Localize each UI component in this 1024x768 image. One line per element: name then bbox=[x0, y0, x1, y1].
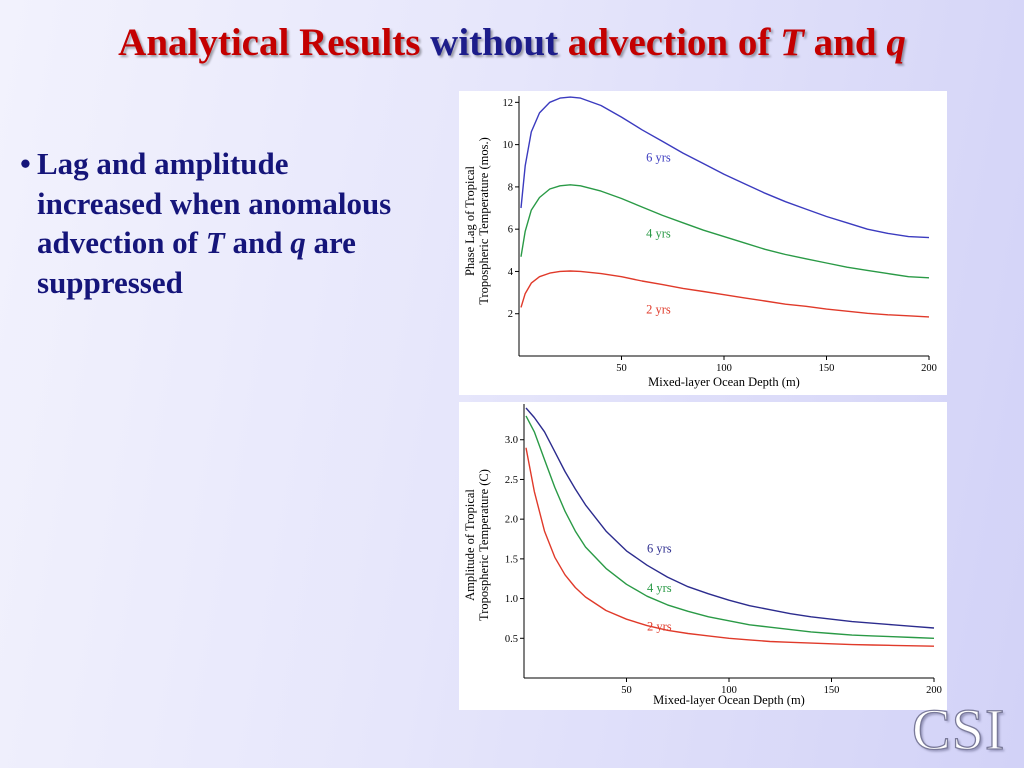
y-axis-title-line: Amplitude of Tropical bbox=[463, 489, 477, 601]
series-line-6-yrs bbox=[525, 407, 935, 629]
y-tick-label: 1.0 bbox=[505, 594, 518, 605]
title-variable-q: q bbox=[886, 21, 906, 64]
x-tick-label: 50 bbox=[621, 685, 632, 696]
bullet-marker: • bbox=[20, 146, 31, 181]
csi-logo: CSI bbox=[911, 697, 1006, 762]
bullet-text: Lag and amplitude increased when anomalo… bbox=[37, 144, 400, 302]
y-tick-label: 3.0 bbox=[505, 435, 518, 446]
slide-title: Analytical Results without advection of … bbox=[0, 20, 1024, 65]
bullet-text-end: are suppressed bbox=[37, 225, 356, 300]
x-axis-title: Mixed-layer Ocean Depth (m) bbox=[653, 693, 805, 707]
phase-lag-chart: 50 100 150 200 2 4 6 8 10 12 Mixed-layer Ocean Dep… bbox=[459, 91, 947, 395]
x-tick-label: 200 bbox=[921, 363, 937, 374]
series-line-6-yrs bbox=[520, 96, 930, 239]
title-variable-t: T bbox=[780, 21, 804, 64]
bullet-point: • Lag and amplitude increased when anoma… bbox=[20, 144, 400, 302]
title-word-and: and bbox=[803, 21, 887, 64]
title-part-advection-of: advection of bbox=[558, 21, 781, 64]
y-tick-label: 4 bbox=[508, 267, 514, 278]
title-part-analytical-results: Analytical Results bbox=[118, 21, 431, 64]
y-tick-label: 2.0 bbox=[505, 515, 518, 526]
series-label: 4 yrs bbox=[647, 581, 672, 595]
y-axis-title: Amplitude of Tropical Tropospheric Temper… bbox=[463, 469, 491, 621]
phase-lag-chart-svg: 50 100 150 200 2 4 6 8 10 12 Mixed-layer Ocean Dep… bbox=[463, 96, 937, 389]
bullet-variable-t: T bbox=[205, 225, 225, 260]
y-axis-title: Phase Lag of Tropical Tropospheric Temper… bbox=[463, 137, 491, 305]
amplitude-chart: 50 100 150 200 0.5 1.0 1.5 2.0 2.5 3.0 Mixed-layer… bbox=[459, 402, 947, 710]
series-label: 2 yrs bbox=[646, 303, 671, 317]
series-label: 6 yrs bbox=[646, 151, 671, 165]
series-label: 4 yrs bbox=[646, 227, 671, 241]
x-tick-label: 100 bbox=[716, 363, 732, 374]
x-tick-label: 150 bbox=[824, 685, 840, 696]
series-line-4-yrs bbox=[525, 415, 935, 639]
y-tick-label: 2.5 bbox=[505, 475, 518, 486]
series-line-2-yrs bbox=[520, 270, 930, 318]
x-tick-label: 150 bbox=[819, 363, 835, 374]
series-label: 6 yrs bbox=[647, 542, 672, 556]
series-label: 2 yrs bbox=[647, 619, 672, 633]
y-tick-label: 8 bbox=[508, 182, 513, 193]
y-tick-label: 6 bbox=[508, 225, 513, 236]
x-tick-label: 200 bbox=[926, 685, 942, 696]
y-tick-label: 10 bbox=[503, 140, 514, 151]
bullet-text-main: Lag and amplitude increased when anomalo… bbox=[37, 146, 392, 260]
y-tick-label: 1.5 bbox=[505, 554, 518, 565]
bullet-variable-q: q bbox=[290, 225, 306, 260]
y-tick-label: 0.5 bbox=[505, 634, 518, 645]
series-line-4-yrs bbox=[520, 184, 930, 279]
y-tick-label: 2 bbox=[508, 309, 513, 320]
y-tick-label: 12 bbox=[503, 98, 514, 109]
y-axis-title-line: Phase Lag of Tropical bbox=[463, 165, 477, 276]
amplitude-chart-svg: 50 100 150 200 0.5 1.0 1.5 2.0 2.5 3.0 Mixed-layer… bbox=[463, 404, 942, 707]
x-axis-title: Mixed-layer Ocean Depth (m) bbox=[648, 375, 800, 389]
x-tick-label: 100 bbox=[721, 685, 737, 696]
bullet-text-and: and bbox=[224, 225, 291, 260]
y-axis-title-line: Tropospheric Temperature (mos.) bbox=[477, 137, 491, 305]
title-word-without: without bbox=[430, 21, 559, 64]
x-tick-label: 50 bbox=[616, 363, 627, 374]
y-axis-title-line: Tropospheric Temperature (C) bbox=[477, 469, 491, 621]
series-line-2-yrs bbox=[525, 447, 935, 647]
